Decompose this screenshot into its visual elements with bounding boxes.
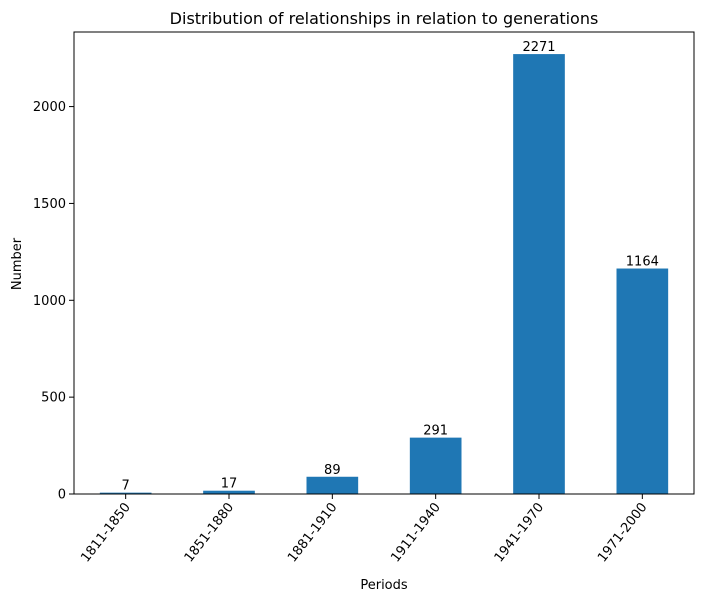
bar-1811-1850 — [99, 492, 152, 494]
plot-area: 7 1811-1850 17 1851-1880 89 1881-1910 291 1911-… — [33, 31, 695, 565]
y-axis-label: Number — [10, 237, 25, 290]
y-tick-label-1000: 1000 — [33, 294, 66, 309]
data-label-1851-1880: 17 — [221, 477, 238, 492]
x-tick-label-1851-1880: 1851-1880 — [182, 500, 237, 565]
x-tick-label-1811-1850: 1811-1850 — [78, 500, 133, 565]
y-tick-label-1500: 1500 — [33, 197, 66, 212]
bar-1881-1910 — [306, 476, 359, 494]
y-tick-label-500: 500 — [41, 391, 66, 406]
y-tick-label-2000: 2000 — [33, 100, 66, 115]
data-label-1881-1910: 89 — [324, 463, 341, 478]
x-tick-label-1881-1910: 1881-1910 — [285, 500, 340, 565]
x-tick-label-1971-2000: 1971-2000 — [595, 500, 650, 565]
plot-frame — [73, 31, 695, 495]
chart-title: Distribution of relationships in relatio… — [170, 9, 599, 28]
bar-1971-2000 — [616, 268, 669, 494]
bar-1851-1880 — [203, 490, 255, 494]
data-label-1941-1970: 2271 — [522, 40, 555, 55]
data-label-1911-1940: 291 — [423, 424, 448, 439]
y-tick-label-0: 0 — [58, 488, 66, 503]
bar-1941-1970 — [513, 54, 565, 495]
data-label-1811-1850: 7 — [122, 479, 130, 494]
x-tick-label-1941-1970: 1941-1970 — [492, 500, 547, 565]
data-label-1971-2000: 1164 — [626, 255, 659, 270]
bar-1911-1940 — [409, 437, 462, 494]
x-axis-label: Periods — [360, 578, 408, 593]
x-tick-label-1911-1940: 1911-1940 — [388, 500, 443, 565]
